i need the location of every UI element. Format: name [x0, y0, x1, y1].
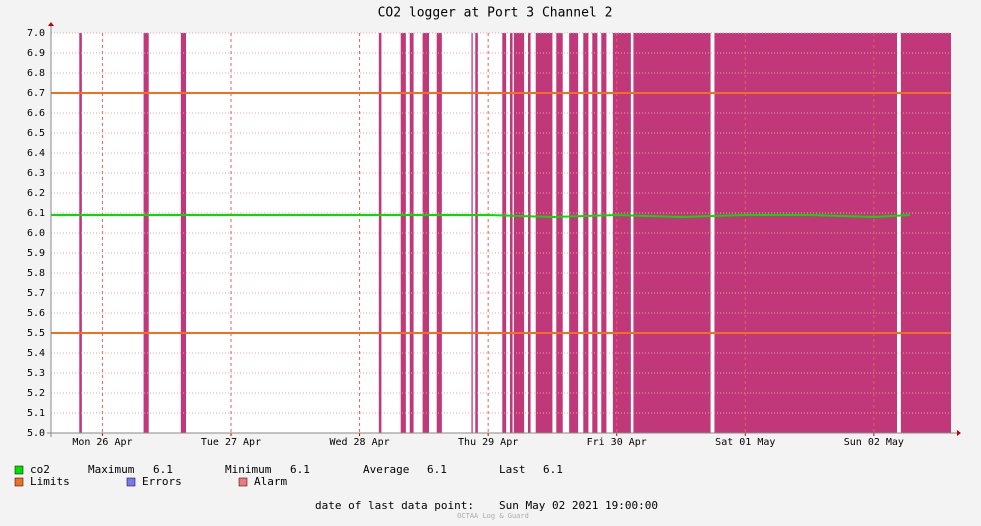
alarm-band [422, 33, 429, 433]
legend-label: Errors [142, 475, 182, 488]
legend-swatch [126, 477, 136, 487]
y-arrow [48, 22, 54, 26]
legend-label: Alarm [254, 475, 287, 488]
stat-value: 6.1 [543, 463, 563, 476]
legend-label: co2 [30, 463, 50, 476]
legend-label: Limits [30, 475, 70, 488]
x-tick-label: Tue 27 Apr [201, 437, 261, 448]
alarm-band [528, 33, 531, 433]
x-tick-label: Mon 26 Apr [72, 437, 132, 448]
x-tick-label: Fri 30 Apr [587, 437, 647, 448]
y-tick-label: 5.4 [27, 348, 45, 359]
y-tick-label: 6.3 [27, 168, 45, 179]
stat-value: 6.1 [153, 463, 173, 476]
legend-swatch [14, 477, 24, 487]
y-tick-label: 6.5 [27, 128, 45, 139]
alarm-band [510, 33, 513, 433]
y-tick-label: 6.0 [27, 228, 45, 239]
y-tick-label: 5.0 [27, 428, 45, 439]
alarm-band [79, 33, 82, 433]
y-tick-label: 6.4 [27, 148, 45, 159]
y-tick-label: 6.9 [27, 48, 45, 59]
y-tick-label: 5.8 [27, 268, 45, 279]
y-tick-label: 5.1 [27, 408, 45, 419]
y-tick-label: 5.9 [27, 248, 45, 259]
stat-label: Maximum [88, 463, 135, 476]
footer-value: Sun May 02 2021 19:00:00 [499, 499, 658, 512]
y-tick-label: 6.1 [27, 208, 45, 219]
stat-value: 6.1 [290, 463, 310, 476]
alarm-band [556, 33, 563, 433]
y-tick-label: 5.7 [27, 288, 45, 299]
y-tick-label: 5.2 [27, 388, 45, 399]
alarm-band [400, 33, 406, 433]
co2-line [51, 213, 910, 219]
stat-label: Minimum [225, 463, 272, 476]
chart-title: CO2 logger at Port 3 Channel 2 [378, 6, 613, 21]
y-tick-label: 7.0 [27, 28, 45, 39]
y-tick-label: 5.5 [27, 328, 45, 339]
y-tick-label: 6.7 [27, 88, 45, 99]
x-tick-label: Sat 01 May [715, 437, 775, 448]
alarm-band [436, 33, 442, 433]
alarm-band [143, 33, 149, 433]
x-arrow [957, 430, 961, 436]
footer-label: date of last data point: [315, 499, 474, 512]
x-tick-label: Sun 02 May [844, 437, 904, 448]
y-tick-label: 6.2 [27, 188, 45, 199]
x-tick-label: Wed 28 Apr [329, 437, 389, 448]
stat-label: Last [499, 463, 526, 476]
x-tick-label: Thu 29 Apr [458, 437, 518, 448]
y-tick-label: 5.3 [27, 368, 45, 379]
alarm-band [471, 33, 473, 433]
legend-swatch [14, 465, 24, 475]
alarm-band [378, 33, 382, 433]
y-tick-label: 6.6 [27, 108, 45, 119]
watermark: OCTAA Log & Guard [457, 512, 529, 520]
alarm-band [475, 33, 478, 433]
stat-label: Average [363, 463, 409, 476]
stat-value: 6.1 [427, 463, 447, 476]
legend-swatch [238, 477, 248, 487]
y-tick-label: 6.8 [27, 68, 45, 79]
y-tick-label: 5.6 [27, 308, 45, 319]
